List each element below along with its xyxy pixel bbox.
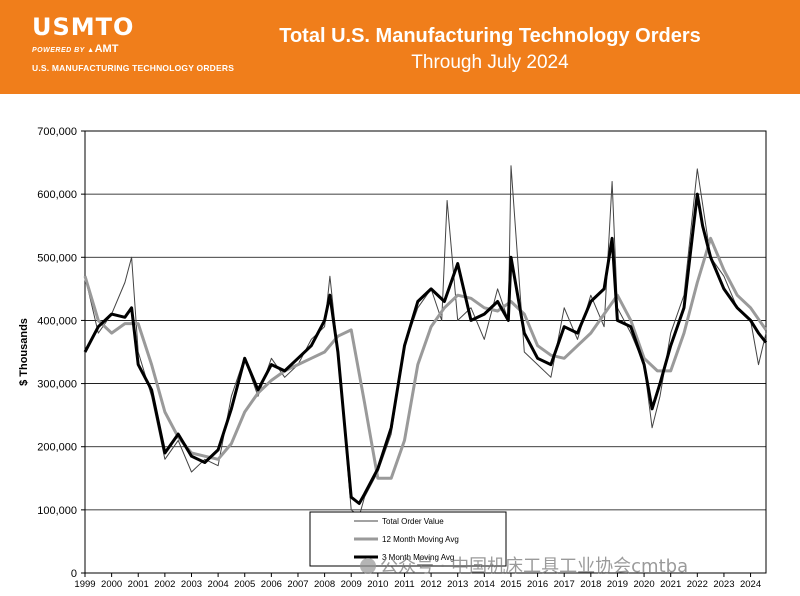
series-3-month-avg [83, 192, 768, 505]
x-tick-label: 2020 [633, 579, 654, 590]
powered-by-label: POWERED BY [32, 47, 85, 54]
legend-entry: 3 Month Moving Avg [382, 553, 454, 562]
x-tick-label: 2005 [234, 579, 255, 590]
series-12-month-avg [83, 236, 768, 480]
x-tick-label: 2019 [607, 579, 628, 590]
x-tick-label: 2010 [367, 579, 388, 590]
plot-area [84, 130, 767, 574]
legend-box [309, 511, 507, 567]
x-tick-label: 2013 [447, 579, 468, 590]
x-tick-label: 2002 [154, 579, 175, 590]
x-tick-label: 2022 [687, 579, 708, 590]
x-tick-label: 2017 [554, 579, 575, 590]
x-tick-label: 2023 [713, 579, 734, 590]
wechat-icon [360, 558, 376, 574]
brand-tagline: U.S. MANUFACTURING TECHNOLOGY ORDERS [32, 63, 235, 73]
y-tick-label: 300,000 [37, 379, 77, 391]
chart-subtitle: Through July 2024 [411, 52, 569, 73]
x-tick-label: 2004 [208, 579, 229, 590]
y-tick-label: 600,000 [37, 189, 77, 201]
legend-entry: Total Order Value [382, 517, 444, 526]
x-tick-label: 2006 [261, 579, 282, 590]
x-tick-label: 2016 [527, 579, 548, 590]
powered-brand: AMT [94, 43, 119, 55]
y-tick-label: 700,000 [37, 126, 77, 138]
x-tick-label: 2015 [500, 579, 521, 590]
x-tick-label: 2007 [287, 579, 308, 590]
x-tick-label: 2014 [474, 579, 495, 590]
y-tick-label: 0 [71, 568, 77, 580]
title-block: Total U.S. Manufacturing Technology Orde… [230, 22, 750, 76]
x-tick-label: 1999 [74, 579, 95, 590]
amt-logo-icon: ▲ [87, 47, 95, 54]
y-tick-label: 400,000 [37, 315, 77, 327]
brand-name: USMTO [32, 13, 135, 41]
header-banner: USMTO POWERED BY ▲AMT U.S. MANUFACTURING… [0, 0, 800, 94]
y-tick-label: 200,000 [37, 442, 77, 454]
x-tick-label: 2001 [128, 579, 149, 590]
chart-title: Total U.S. Manufacturing Technology Orde… [279, 25, 701, 47]
x-tick-label: 2021 [660, 579, 681, 590]
usmto-logo: USMTO POWERED BY ▲AMT U.S. MANUFACTURING… [32, 14, 234, 73]
wechat-watermark: 公众号 · 中国机床工具工业协会cmtba [360, 552, 688, 578]
x-tick-label: 2018 [580, 579, 601, 590]
x-tick-label: 2024 [740, 579, 761, 590]
powered-by-line: POWERED BY ▲AMT [32, 43, 234, 55]
x-tick-label: 2009 [341, 579, 362, 590]
y-axis-label: $ Thousands [18, 318, 30, 386]
y-tick-label: 500,000 [37, 252, 77, 264]
watermark-text: 公众号 · 中国机床工具工业协会cmtba [380, 556, 689, 577]
y-tick-label: 100,000 [37, 505, 77, 517]
x-tick-label: 2011 [394, 579, 414, 590]
x-tick-label: 2012 [421, 579, 442, 590]
x-tick-label: 2003 [181, 579, 202, 590]
legend-entry: 12 Month Moving Avg [382, 535, 459, 544]
x-tick-label: 2008 [314, 579, 335, 590]
x-tick-label: 2000 [101, 579, 122, 590]
